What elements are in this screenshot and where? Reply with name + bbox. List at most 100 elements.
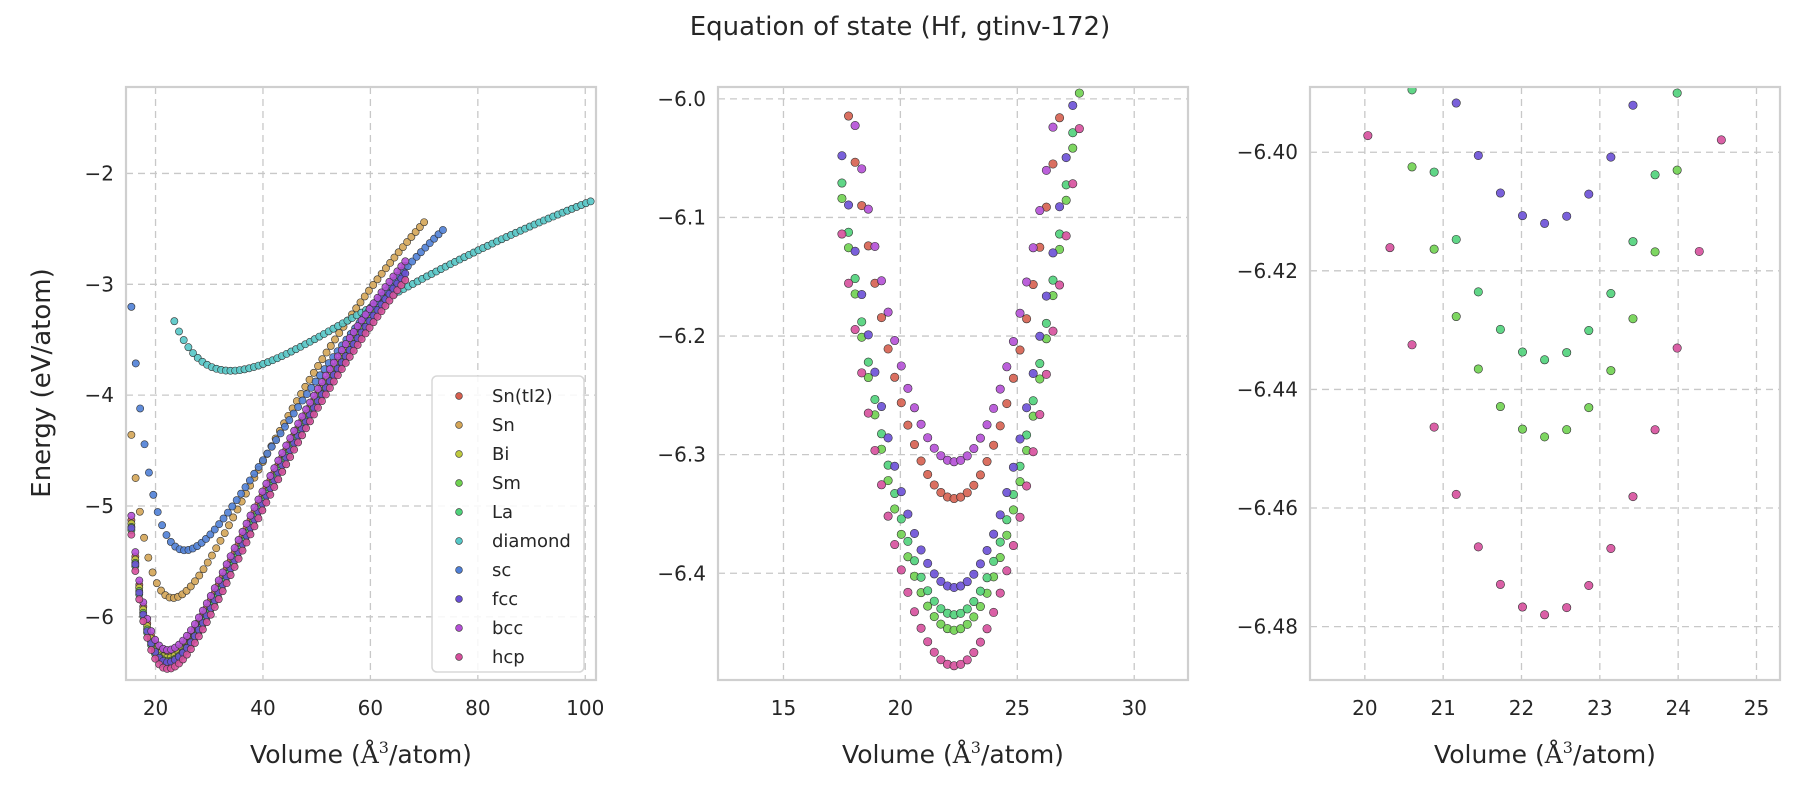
y-tick-label: −6.42	[1237, 259, 1298, 283]
point-bcc	[361, 310, 370, 319]
x-tick-label: 20	[888, 696, 913, 720]
point-hcp	[286, 453, 295, 461]
point-sc	[302, 390, 311, 399]
x-tick-label: 100	[566, 696, 604, 720]
point-hcp	[1584, 580, 1594, 590]
point-Sn	[220, 529, 229, 537]
point-sc	[237, 489, 245, 498]
point-sc	[136, 404, 145, 413]
panel-2: 15 20 25 30 −6.4 −6.3 −6.2 −6.1 −6.0 Volume (Å3/a…	[657, 63, 1190, 769]
point-bcc	[975, 433, 985, 443]
point-La	[982, 573, 992, 583]
point-fcc	[975, 559, 985, 569]
point-hcp	[337, 365, 346, 373]
point-bcc	[870, 241, 880, 251]
point-bcc	[353, 322, 362, 331]
point-hcp	[916, 623, 926, 633]
point-Sm	[1002, 530, 1012, 540]
y-tick-label: −6.1	[657, 205, 706, 229]
x-tick-label: 80	[465, 696, 490, 720]
point-bcc	[226, 552, 235, 561]
point-sc	[294, 403, 303, 411]
point-hcp	[890, 540, 900, 550]
point-Sm	[1562, 425, 1572, 435]
point-Sm	[1429, 244, 1439, 254]
legend-marker	[455, 421, 463, 429]
point-hcp	[190, 639, 199, 647]
point-hcp	[1082, 66, 1090, 74]
point-La	[1562, 348, 1572, 358]
point-hcp	[923, 637, 933, 647]
point-Sm	[1518, 424, 1528, 434]
point-hcp	[870, 445, 880, 455]
point-La	[929, 596, 939, 606]
point-sc	[281, 422, 289, 431]
point-Sn	[394, 248, 403, 257]
point-Sn(tI2)	[982, 457, 992, 467]
point-bcc	[357, 316, 366, 325]
point-bcc	[863, 204, 873, 214]
point-La	[995, 537, 1005, 547]
point-La	[916, 572, 926, 582]
point-Sn(tI2)	[890, 372, 900, 382]
point-Sn	[195, 571, 204, 580]
legend-label: Bi	[492, 444, 509, 465]
x-tick-label: 60	[358, 696, 383, 720]
point-bcc	[903, 383, 913, 393]
legend-label: Sm	[492, 473, 521, 494]
legend-marker	[455, 595, 463, 603]
point-Sn(tI2)	[975, 470, 985, 480]
point-fcc	[1041, 291, 1051, 301]
point-Sn(tI2)	[850, 157, 860, 167]
point-hcp	[218, 587, 227, 596]
point-La	[1518, 347, 1528, 357]
point-Sm	[1628, 314, 1638, 324]
point-La	[1473, 287, 1483, 297]
point-La	[1022, 430, 1032, 440]
point-hcp	[1628, 492, 1638, 502]
point-sc	[254, 463, 263, 471]
point-diamond	[175, 327, 183, 336]
point-fcc	[903, 509, 913, 519]
point-bcc	[345, 334, 354, 342]
point-hcp	[1002, 566, 1012, 576]
point-sc	[224, 508, 232, 517]
point-bcc	[956, 455, 966, 465]
x-tick-label: 20	[143, 696, 168, 720]
x-tick-label: 30	[1121, 696, 1146, 720]
y-tick-label: −4	[85, 383, 114, 407]
point-hcp	[982, 624, 992, 634]
point-bcc	[147, 627, 156, 636]
point-hcp	[1041, 369, 1051, 379]
legend-marker	[455, 537, 463, 545]
point-Sn	[377, 269, 386, 278]
point-hcp	[143, 633, 152, 642]
legend-label: fcc	[492, 589, 518, 610]
point-Sm	[929, 612, 939, 622]
point-bcc	[250, 503, 259, 512]
point-hcp	[1429, 422, 1439, 432]
point-bcc	[306, 398, 314, 407]
point-bcc	[844, 75, 852, 83]
x-axis-label: Volume (Å3/atom)	[842, 738, 1064, 769]
point-bcc	[214, 576, 223, 585]
point-bcc	[373, 293, 382, 302]
point-bcc	[1028, 243, 1038, 253]
point-Sm	[1008, 505, 1018, 515]
point-Sn	[398, 243, 407, 251]
point-Sn(tI2)	[956, 492, 966, 502]
point-Sn	[191, 577, 199, 586]
point-Sn(tI2)	[1048, 159, 1058, 169]
point-Sn(tI2)	[1055, 113, 1065, 123]
point-La	[850, 274, 860, 284]
point-hcp	[381, 301, 390, 310]
y-tick-label: −6.44	[1237, 377, 1298, 401]
point-hcp	[389, 291, 398, 300]
point-Sn(tI2)	[838, 63, 846, 71]
point-Sn	[216, 536, 225, 545]
point-bcc	[242, 519, 251, 528]
legend-label: hcp	[492, 647, 525, 668]
point-bcc	[936, 451, 946, 461]
point-diamond	[189, 349, 197, 357]
point-hcp	[373, 312, 382, 321]
